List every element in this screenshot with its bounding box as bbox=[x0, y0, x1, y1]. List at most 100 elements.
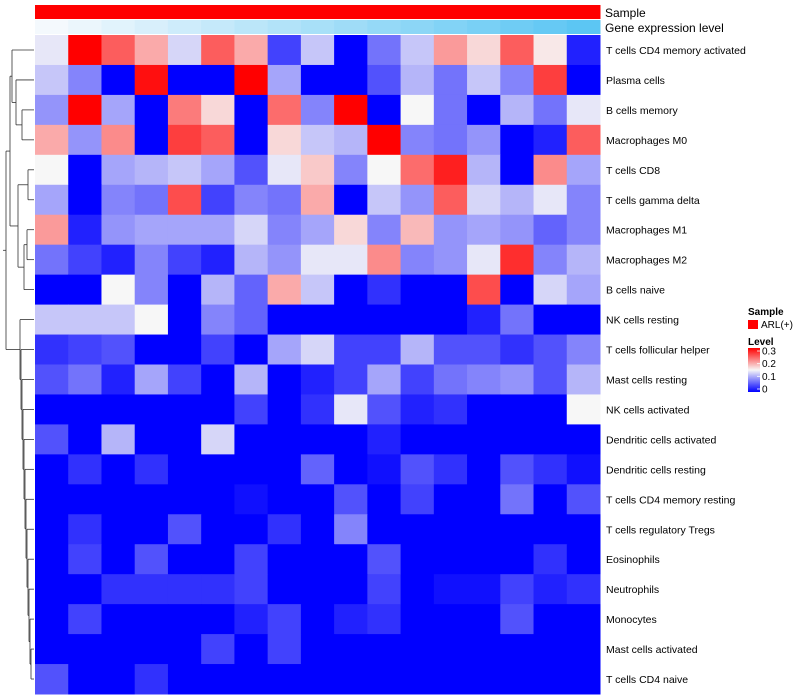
heatmap-cell bbox=[101, 334, 136, 365]
heatmap-cell bbox=[167, 634, 202, 665]
heatmap-cell bbox=[167, 35, 202, 66]
heatmap-cell bbox=[134, 244, 169, 276]
heatmap-cell bbox=[68, 214, 102, 246]
heatmap-cell bbox=[68, 94, 102, 126]
heatmap-cell bbox=[433, 184, 468, 216]
heatmap-cell bbox=[500, 94, 535, 126]
heatmap-cell bbox=[533, 154, 568, 186]
heatmap-cell bbox=[367, 184, 402, 216]
heatmap-cell bbox=[101, 244, 136, 276]
heatmap-cell bbox=[467, 544, 501, 575]
color-scale-bar bbox=[748, 348, 760, 392]
heatmap-cell bbox=[467, 304, 501, 336]
heatmap-cell bbox=[101, 514, 136, 545]
heatmap-cell bbox=[566, 64, 601, 96]
heatmap-cell bbox=[533, 364, 568, 395]
heatmap-cell bbox=[433, 94, 468, 126]
heatmap-cell bbox=[433, 634, 468, 665]
heatmap-cell bbox=[500, 424, 535, 455]
heatmap-cell bbox=[566, 244, 601, 276]
heatmap-cell bbox=[267, 184, 302, 216]
heatmap-cell bbox=[500, 604, 535, 635]
heatmap-cell bbox=[134, 514, 169, 545]
heatmap-cell bbox=[267, 364, 302, 395]
heatmap-cell bbox=[201, 244, 235, 276]
heatmap-cell bbox=[35, 244, 69, 276]
heatmap-cell bbox=[334, 364, 368, 395]
heatmap-cell bbox=[201, 214, 235, 246]
heatmap-cell bbox=[566, 334, 601, 365]
heatmap-cell bbox=[35, 604, 69, 635]
annotation-cell bbox=[167, 5, 202, 19]
heatmap-cell bbox=[500, 304, 535, 336]
annotation-cell bbox=[500, 20, 535, 34]
heatmap-cell bbox=[467, 214, 501, 246]
heatmap-cell bbox=[68, 424, 102, 455]
heatmap-cell bbox=[234, 244, 269, 276]
heatmap-cell bbox=[68, 664, 102, 695]
heatmap-cell bbox=[101, 424, 136, 455]
heatmap-cell bbox=[101, 274, 136, 306]
annotation-bars bbox=[35, 5, 601, 34]
heatmap-cell bbox=[101, 184, 136, 216]
heatmap-cell bbox=[467, 154, 501, 186]
color-scale-tick: 0.2 bbox=[762, 359, 776, 370]
heatmap-cell bbox=[367, 64, 402, 96]
heatmap-cell bbox=[167, 664, 202, 695]
heatmap-cell bbox=[566, 184, 601, 216]
heatmap-cell bbox=[300, 424, 335, 455]
heatmap-cell bbox=[334, 334, 368, 365]
heatmap-cell bbox=[201, 604, 235, 635]
heatmap-cell bbox=[234, 544, 269, 575]
heatmap-cell bbox=[566, 454, 601, 485]
heatmap-cell bbox=[334, 35, 368, 66]
heatmap-cell bbox=[35, 334, 69, 365]
legend-swatch bbox=[748, 320, 758, 329]
heatmap-cell bbox=[35, 544, 69, 575]
heatmap-cell bbox=[101, 214, 136, 246]
heatmap-cell bbox=[433, 274, 468, 306]
heatmap-cell bbox=[533, 484, 568, 515]
heatmap-cell bbox=[134, 424, 169, 455]
heatmap-cell bbox=[167, 424, 202, 455]
legend-title-sample: Sample bbox=[748, 307, 784, 318]
row-label: Mast cells activated bbox=[606, 644, 698, 656]
heatmap-cell bbox=[467, 394, 501, 425]
annotation-cell bbox=[334, 5, 368, 19]
heatmap-cell bbox=[300, 394, 335, 425]
heatmap-cell bbox=[201, 514, 235, 545]
heatmap-cell bbox=[201, 394, 235, 425]
heatmap-cell bbox=[367, 424, 402, 455]
heatmap-cell bbox=[134, 64, 169, 96]
heatmap-cell bbox=[134, 634, 169, 665]
heatmap-cell bbox=[134, 154, 169, 186]
heatmap-cell bbox=[300, 94, 335, 126]
heatmap-cell bbox=[234, 424, 269, 455]
heatmap-cell bbox=[300, 514, 335, 545]
heatmap-cell bbox=[267, 574, 302, 605]
heatmap-cell bbox=[433, 544, 468, 575]
dendrogram bbox=[3, 49, 34, 680]
heatmap-cell bbox=[400, 124, 435, 156]
heatmap-cell bbox=[367, 664, 402, 695]
heatmap-cell bbox=[566, 484, 601, 515]
annotation-cell bbox=[35, 20, 69, 34]
heatmap-cell bbox=[101, 664, 136, 695]
heatmap-cell bbox=[566, 424, 601, 455]
heatmap-cell bbox=[101, 604, 136, 635]
heatmap-cell bbox=[400, 64, 435, 96]
heatmap-cell bbox=[467, 424, 501, 455]
heatmap-cell bbox=[267, 424, 302, 455]
heatmap-cell bbox=[367, 364, 402, 395]
heatmap-cell bbox=[234, 184, 269, 216]
row-label: NK cells resting bbox=[606, 315, 679, 327]
row-label: Macrophages M2 bbox=[606, 255, 687, 267]
heatmap-cell bbox=[533, 274, 568, 306]
heatmap-cell bbox=[35, 94, 69, 126]
heatmap-cell bbox=[201, 484, 235, 515]
heatmap-cell bbox=[500, 634, 535, 665]
heatmap-cell bbox=[400, 484, 435, 515]
heatmap-cell bbox=[101, 304, 136, 336]
heatmap-cell bbox=[467, 35, 501, 66]
annotation-cell bbox=[533, 5, 568, 19]
